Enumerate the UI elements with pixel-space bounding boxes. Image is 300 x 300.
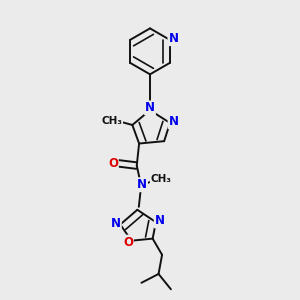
Text: O: O [108,157,118,170]
Text: N: N [145,101,155,114]
Text: N: N [169,115,178,128]
Text: CH₃: CH₃ [151,174,172,184]
Text: N: N [111,218,121,230]
Text: N: N [155,214,165,227]
Text: O: O [123,236,133,249]
Text: CH₃: CH₃ [101,116,122,126]
Text: N: N [168,32,178,45]
Text: N: N [137,178,147,191]
